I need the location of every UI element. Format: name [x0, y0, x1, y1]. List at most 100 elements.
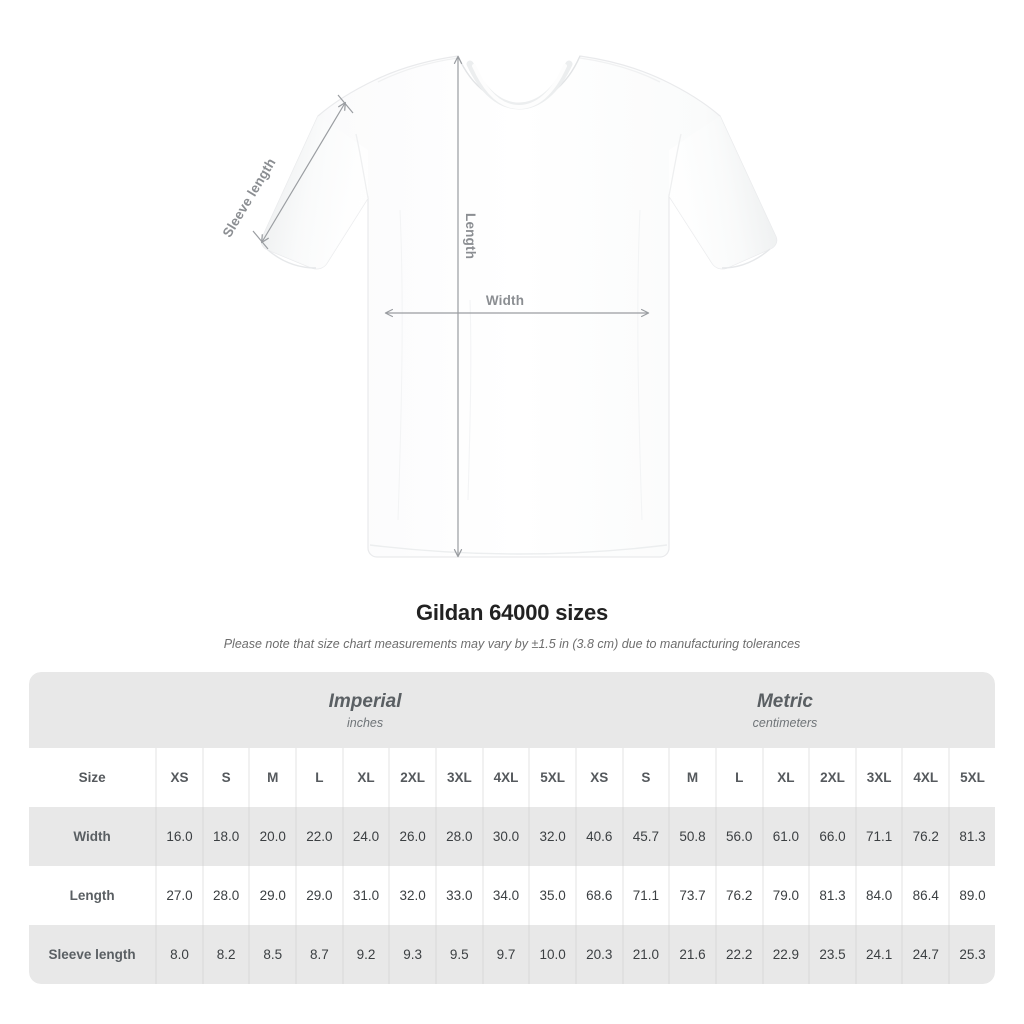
right-shoulder-seam: [579, 57, 661, 83]
size-header-3xl-imperial: 3XL: [435, 748, 482, 807]
width-label: Width: [486, 293, 524, 308]
cell-length-xl-metric: 79.0: [761, 866, 809, 925]
row-label-length: Length: [69, 888, 115, 903]
unit-banner-spacer: [29, 672, 155, 748]
cell-width-xs-imperial: 16.0: [155, 807, 202, 866]
cell-sleeve-length-4xl-imperial: 9.7: [481, 925, 529, 984]
cell-length-4xl-metric: 86.4: [901, 866, 948, 925]
bottom-hem: [369, 544, 668, 555]
cell-sleeve-length-xl-imperial: 9.2: [341, 925, 389, 984]
table-row: Sleeve length 8.0 8.2 8.5 8.7 9.2 9.3 9.5 9.7 10.…: [29, 925, 995, 984]
left-sleeve-hem: [267, 249, 317, 269]
cell-sleeve-length-l-imperial: 8.7: [295, 925, 342, 984]
cell-length-l-imperial: 29.0: [295, 866, 342, 925]
cell-sleeve-length-5xl-metric: 25.3: [948, 925, 995, 984]
cell-width-4xl-imperial: 30.0: [481, 807, 529, 866]
right-sleeve-hem: [721, 248, 771, 269]
size-header-3xl-metric: 3XL: [854, 748, 902, 807]
cell-sleeve-length-s-metric: 21.0: [621, 925, 669, 984]
tshirt-illustration: Length Width Sleeve length: [220, 55, 778, 558]
size-chart-table-wrap: Imperial inches Metric centimeters Size XS S M L…: [29, 672, 995, 984]
cell-length-s-imperial: 28.0: [201, 866, 249, 925]
cell-sleeve-length-m-imperial: 8.5: [248, 925, 295, 984]
size-header-xs-metric: XS: [574, 748, 622, 807]
size-header-s-metric: S: [621, 748, 669, 807]
cell-length-m-imperial: 29.0: [248, 866, 295, 925]
collar: [457, 55, 581, 110]
cell-length-2xl-imperial: 32.0: [388, 866, 435, 925]
size-header-xs-imperial: XS: [155, 748, 202, 807]
right-sleeve-shading: [669, 116, 777, 269]
cell-width-s-metric: 45.7: [621, 807, 669, 866]
cell-width-xs-metric: 40.6: [574, 807, 622, 866]
size-header-2xl-metric: 2XL: [808, 748, 855, 807]
cell-width-m-metric: 50.8: [668, 807, 715, 866]
cell-width-m-imperial: 20.0: [248, 807, 295, 866]
size-header-s-imperial: S: [201, 748, 249, 807]
cell-sleeve-length-3xl-imperial: 9.5: [435, 925, 482, 984]
cell-sleeve-length-2xl-metric: 23.5: [808, 925, 855, 984]
cell-length-3xl-imperial: 33.0: [435, 866, 482, 925]
unit-group-imperial: Imperial inches: [155, 672, 575, 748]
cell-width-l-imperial: 22.0: [295, 807, 342, 866]
cell-width-xl-metric: 61.0: [761, 807, 809, 866]
size-header-row: Size XS S M L XL 2XL 3XL 4XL 5XL XS S M L XL 2XL 3XL 4XL 5…: [29, 748, 995, 807]
cell-length-s-metric: 71.1: [621, 866, 669, 925]
unit-banner-row: Imperial inches Metric centimeters: [29, 672, 995, 748]
size-header-4xl-imperial: 4XL: [481, 748, 529, 807]
size-header-xl-imperial: XL: [341, 748, 389, 807]
size-header-5xl-metric: 5XL: [948, 748, 995, 807]
sleeve-length-measure: [252, 94, 354, 250]
unit-group-name: Metric: [756, 690, 813, 712]
cell-width-2xl-imperial: 26.0: [388, 807, 435, 866]
cell-width-4xl-metric: 76.2: [901, 807, 948, 866]
cell-sleeve-length-5xl-imperial: 10.0: [528, 925, 575, 984]
size-header-2xl-imperial: 2XL: [388, 748, 435, 807]
cell-length-xs-imperial: 27.0: [155, 866, 202, 925]
cell-sleeve-length-xl-metric: 22.9: [761, 925, 809, 984]
cell-length-3xl-metric: 84.0: [854, 866, 902, 925]
cell-width-xl-imperial: 24.0: [341, 807, 389, 866]
cell-sleeve-length-xs-metric: 20.3: [574, 925, 622, 984]
cell-width-s-imperial: 18.0: [201, 807, 249, 866]
cell-sleeve-length-m-metric: 21.6: [668, 925, 715, 984]
page-title: Gildan 64000 sizes: [415, 600, 609, 625]
table-row: Width 16.0 18.0 20.0 22.0 24.0 26.0 28.0 30.0 32.…: [29, 807, 995, 866]
cell-length-m-metric: 73.7: [668, 866, 715, 925]
unit-group-sub: centimeters: [752, 715, 818, 730]
fabric-folds: [397, 209, 643, 521]
right-armhole-seam: [668, 133, 682, 197]
cell-length-5xl-metric: 89.0: [948, 866, 995, 925]
cell-length-xs-metric: 68.6: [574, 866, 622, 925]
left-shoulder-seam: [377, 57, 459, 83]
cell-length-l-metric: 76.2: [714, 866, 762, 925]
size-header-4xl-metric: 4XL: [901, 748, 948, 807]
cell-length-5xl-imperial: 35.0: [528, 866, 575, 925]
cell-length-xl-imperial: 31.0: [341, 866, 389, 925]
cell-width-5xl-imperial: 32.0: [528, 807, 575, 866]
cell-sleeve-length-s-imperial: 8.2: [201, 925, 249, 984]
cell-sleeve-length-2xl-imperial: 9.3: [388, 925, 435, 984]
cell-length-2xl-metric: 81.3: [808, 866, 855, 925]
unit-group-metric: Metric centimeters: [575, 672, 995, 748]
cell-width-3xl-imperial: 28.0: [435, 807, 482, 866]
cell-width-2xl-metric: 66.0: [808, 807, 855, 866]
row-label-width: Width: [73, 829, 111, 844]
size-header-m-metric: M: [668, 748, 715, 807]
size-header-l-metric: L: [714, 748, 762, 807]
tolerance-note: Please note that size chart measurements…: [223, 637, 801, 651]
cell-sleeve-length-l-metric: 22.2: [714, 925, 762, 984]
left-armhole-seam: [355, 133, 369, 199]
size-header-l-imperial: L: [295, 748, 342, 807]
cell-sleeve-length-3xl-metric: 24.1: [854, 925, 902, 984]
size-header-m-imperial: M: [248, 748, 295, 807]
size-chart-table: Imperial inches Metric centimeters Size XS S M L…: [29, 672, 995, 984]
cell-sleeve-length-xs-imperial: 8.0: [155, 925, 202, 984]
table-row: Length 27.0 28.0 29.0 29.0 31.0 32.0 33.0 34.0 35…: [29, 866, 995, 925]
size-header-xl-metric: XL: [761, 748, 809, 807]
length-label: Length: [463, 213, 478, 259]
size-header-label: Size: [78, 770, 106, 785]
row-label-sleeve-length: Sleeve length: [48, 947, 136, 962]
cell-length-4xl-imperial: 34.0: [481, 866, 529, 925]
cell-sleeve-length-4xl-metric: 24.7: [901, 925, 948, 984]
